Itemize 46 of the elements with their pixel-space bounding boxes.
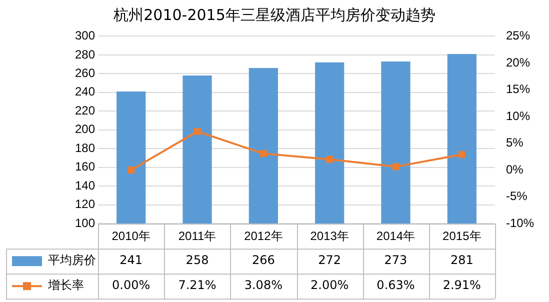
y-tick-label: 240	[74, 84, 96, 99]
y-tick-label: 200	[74, 122, 96, 136]
y-tick-label: 180	[74, 140, 96, 155]
legend-label: 增长率	[47, 278, 84, 292]
y-tick-label: 120	[74, 197, 96, 212]
data-label: 273	[384, 253, 408, 268]
data-label: 0.00%	[112, 278, 150, 292]
x-tick-label: 2011年	[178, 229, 216, 244]
y-tick-label: 140	[74, 178, 96, 192]
chart-title: 杭州2010-2015年三星级酒店平均房价变动趋势	[112, 5, 436, 26]
data-label: 0.63%	[376, 278, 415, 292]
y-tick-label: 160	[74, 160, 96, 174]
point	[392, 163, 400, 170]
y-tick-label: 100	[74, 216, 96, 230]
y2-tick-label: 25%	[506, 28, 530, 43]
y-tick-label: 260	[74, 66, 96, 80]
y2-tick-label: 20%	[506, 55, 530, 70]
data-label: 241	[120, 253, 143, 268]
y2-tick-label: -5%	[506, 189, 528, 204]
x-tick-label: 2012年	[244, 229, 283, 244]
data-label: 272	[318, 253, 342, 268]
y-tick-label: 300	[74, 28, 96, 43]
x-tick-label: 2015年	[442, 229, 482, 244]
data-label: 258	[186, 253, 209, 268]
x-tick-label: 2014年	[376, 229, 416, 244]
y-tick-label: 280	[74, 47, 96, 62]
y2-tick-label: 0%	[506, 162, 524, 176]
y2-tick-label: 5%	[506, 136, 524, 150]
y-tick-label: 220	[74, 103, 96, 118]
x-tick-label: 2013年	[310, 229, 349, 244]
data-label: 3.08%	[244, 278, 282, 292]
x-tick-label: 2010年	[112, 229, 150, 244]
legend-label: 平均房价	[48, 253, 96, 268]
y2-tick-label: -10%	[506, 216, 534, 230]
data-label: 7.21%	[178, 278, 216, 292]
y2-tick-label: 15%	[506, 82, 530, 96]
data-label: 2.91%	[442, 278, 481, 292]
data-label: 266	[252, 253, 275, 268]
y2-tick-label: 10%	[506, 108, 530, 123]
point	[194, 128, 201, 135]
data-label: 281	[450, 253, 474, 268]
point	[260, 150, 267, 158]
point	[458, 151, 466, 158]
point	[128, 166, 135, 174]
point	[326, 156, 334, 163]
data-label: 2.00%	[310, 278, 349, 292]
